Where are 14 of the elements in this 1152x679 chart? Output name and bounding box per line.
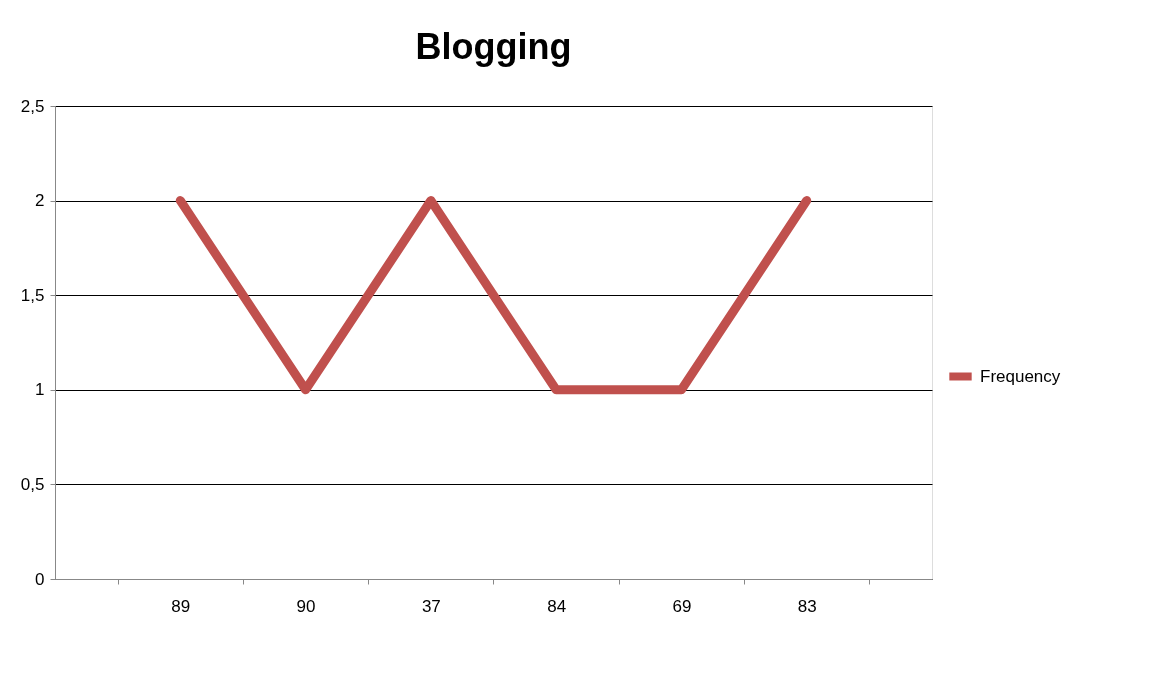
y-tick-label: 1 — [35, 380, 45, 400]
y-tick-label: 0 — [35, 569, 45, 589]
x-tick-label: 90 — [296, 596, 316, 616]
y-tick-label: 2 — [35, 191, 45, 211]
x-tick-label: 69 — [672, 596, 692, 616]
x-tick-label: 83 — [797, 596, 817, 616]
y-tick-label: 1,5 — [20, 285, 45, 305]
y-tick-label: 0,5 — [20, 474, 45, 494]
x-tick-label: 84 — [547, 596, 567, 616]
y-tick-label: 2,5 — [20, 96, 45, 116]
x-tick-label: 37 — [421, 596, 441, 616]
chart-title: Blogging — [415, 26, 572, 67]
x-tick-label: 89 — [171, 596, 191, 616]
legend-label: Frequency — [980, 366, 1061, 386]
